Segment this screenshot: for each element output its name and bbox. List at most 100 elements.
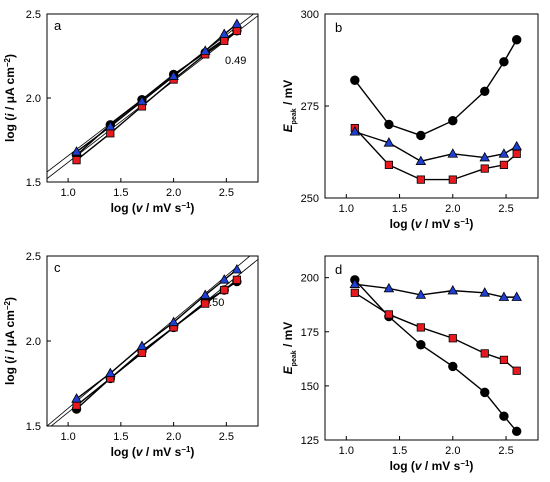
panel-c-ytick-label: 2.5: [26, 251, 41, 263]
panel-d-circle-point: [448, 361, 458, 372]
panel-0-ylabel_parts-part-2: / μA cm: [3, 67, 17, 113]
panel-a-square-point: [72, 156, 81, 165]
panel-d-ytick-label: 200: [301, 273, 319, 285]
panel-a-letter: a: [54, 18, 62, 33]
panel-c-xtick-label: 1.5: [113, 431, 128, 443]
panel-b-triangle-point: [511, 140, 522, 151]
panel-d-ytick-label: 175: [301, 327, 319, 339]
panel-d-square-point: [384, 310, 394, 319]
panel-d-triangle-point: [498, 291, 510, 301]
panel-d-square-point: [480, 349, 489, 358]
panel-d-circle-point: [512, 426, 522, 437]
panel-d-triangle-point: [511, 291, 522, 301]
panel-b-square-point: [512, 149, 521, 158]
panel-d-series-triangle-line: [354, 283, 517, 298]
panel-b-circle-point: [480, 86, 490, 96]
panel-1-xlabel_parts-part-4: ): [469, 217, 473, 231]
panel-3-xlabel_parts-part-2: / mV s: [422, 459, 461, 473]
panel-c-ylabel: log (i / μA cm−2): [3, 297, 18, 385]
panel-d-xtick-label: 1.5: [392, 445, 407, 457]
panel-d-ylabel: Epeak / mV: [281, 322, 298, 375]
panel-0-xlabel_parts-part-1: v: [136, 201, 144, 215]
panel-d-xtick-label: 2.5: [498, 445, 513, 457]
panel-d-ytick-label: 150: [301, 381, 319, 393]
panel-c-ytick-label: 2.0: [26, 336, 41, 348]
panel-c-square-point: [232, 275, 241, 284]
panel-b-letter: b: [335, 20, 342, 35]
panel-a-xtick-label: 1.0: [60, 187, 75, 199]
panel-d-triangle-point: [479, 287, 491, 297]
panel-a-square-point: [106, 129, 115, 138]
panel-2-ylabel_parts-part-4: ): [3, 297, 17, 301]
panel-3-xlabel_parts-part-1: v: [415, 459, 423, 473]
panel-2-ylabel_parts-part-2: / μA cm: [3, 310, 17, 356]
panel-a-triangle-point: [231, 18, 243, 28]
panel-c-square-point: [201, 299, 210, 308]
panel-1-xlabel_parts-part-0: log (: [390, 217, 415, 231]
panel-b-xtick-label: 1.5: [392, 203, 407, 215]
panel-b-ytick-label: 300: [301, 9, 319, 21]
panel-a-triangle-point: [199, 45, 211, 55]
panel-b-series-triangle-line: [354, 131, 518, 162]
panel-0-xlabel_parts-part-0: log (: [111, 201, 136, 215]
panel-2-ylabel_parts-part-1: i: [3, 356, 17, 360]
panel-d-triangle-point: [349, 278, 361, 288]
panel-b-circle-point: [350, 75, 360, 85]
panel-b-series-square-line: [354, 127, 518, 181]
panel-a-ylabel: log (i / μA cm−2): [3, 54, 18, 142]
panel-c-triangle-point: [218, 274, 230, 284]
panel-b-square-point: [384, 160, 394, 169]
panel-a-slope-annotation: 0.49: [225, 55, 246, 67]
panel-1-xlabel_parts-part-1: v: [415, 217, 423, 231]
panel-b-circle-point: [512, 35, 522, 45]
panel-a-xlabel: log (v / mV s−1): [111, 201, 195, 216]
panel-b-square-point: [448, 175, 457, 184]
panel-3-ylabel_parts-part-0: E: [281, 365, 295, 374]
panel-0-xlabel_parts-part-4: ): [190, 201, 194, 215]
panel-b-series-circle-line: [354, 39, 518, 137]
panel-c-ytick-label: 1.5: [26, 421, 41, 433]
panel-b-square-point: [499, 160, 509, 169]
panel-a-triangle-point: [218, 28, 230, 38]
panel-b-xlabel: log (v / mV s−1): [390, 217, 474, 232]
panel-b-triangle-point: [383, 137, 395, 147]
panel-2-ylabel_parts-part-0: log (: [3, 360, 17, 385]
panel-0-ylabel_parts-part-1: i: [3, 113, 17, 117]
panel-b-circle-point: [448, 116, 458, 126]
panel-d-circle-point: [416, 340, 426, 350]
panel-2-xlabel_parts-part-2: / mV s: [143, 445, 182, 459]
panel-b-triangle-point: [479, 151, 491, 162]
panel-a-xtick-label: 1.5: [113, 187, 128, 199]
panel-2-xlabel_parts-part-1: v: [136, 445, 144, 459]
panel-a-square-point: [232, 26, 241, 35]
panel-d-frame: [324, 255, 539, 441]
panel-c-square-point: [220, 285, 229, 295]
panel-c-square-point: [137, 348, 147, 358]
panel-a-triangle-point: [136, 95, 148, 106]
panel-2-xlabel_parts-part-3: −1: [181, 445, 191, 454]
panel-c-xtick-label: 2.0: [166, 431, 181, 443]
panel-b-square-point: [480, 164, 489, 173]
panel-a-ytick-label: 2.5: [26, 9, 41, 21]
panel-d-circle-point: [499, 411, 509, 421]
panel-3-ylabel_parts-part-2: / mV: [281, 322, 295, 351]
panel-d-square-point: [416, 323, 425, 332]
panel-a-xtick-label: 2.5: [219, 187, 234, 199]
panel-0-ylabel_parts-part-4: ): [3, 54, 17, 58]
panel-a-ytick-label: 1.5: [26, 177, 41, 189]
panel-0-xlabel_parts-part-2: / mV s: [143, 201, 182, 215]
panel-2-xlabel_parts-part-4: ): [190, 445, 194, 459]
panel-b-circle-point: [499, 57, 509, 67]
panel-d-series-square-line: [354, 292, 518, 372]
panel-d-square-point: [512, 366, 521, 375]
panel-c-triangle-point: [71, 393, 82, 403]
panel-b-ylabel: Epeak / mV: [281, 80, 298, 133]
panel-b-ytick-label: 250: [301, 193, 319, 205]
panel-c-series-square-line: [76, 279, 238, 407]
panel-0-ylabel_parts-part-0: log (: [3, 117, 17, 142]
panel-2-ylabel_parts-part-3: −2: [3, 300, 12, 310]
panel-3-ylabel_parts-part-1: peak: [291, 350, 298, 366]
panel-b-xtick-label: 2.5: [498, 203, 513, 215]
